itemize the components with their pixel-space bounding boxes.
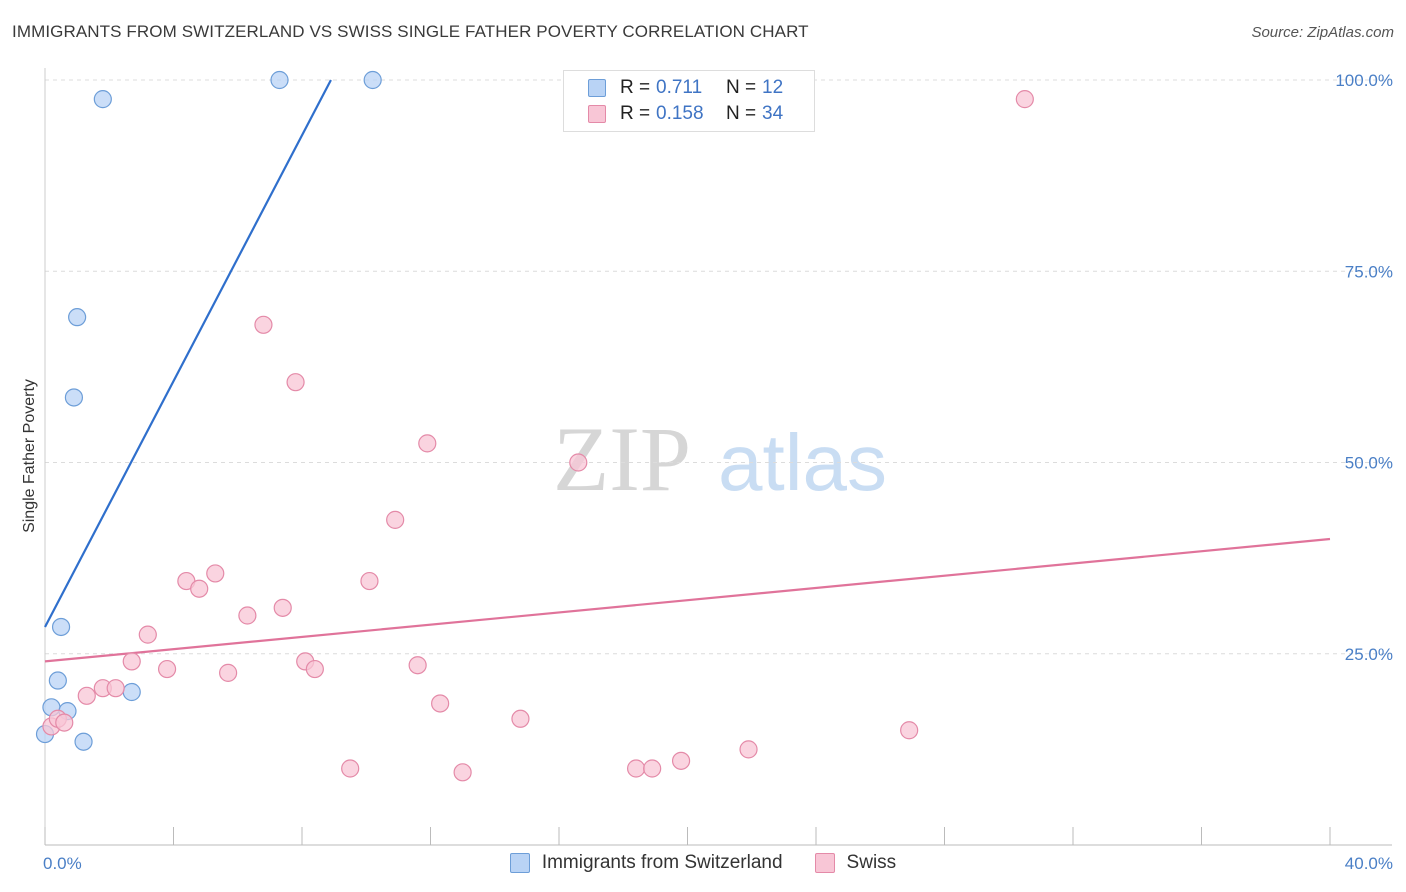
point-s1-26: [511, 709, 530, 728]
r-label: R =: [620, 103, 651, 124]
data-points: [35, 70, 1034, 782]
y-tick-label-3: 100.0%: [1335, 71, 1393, 90]
point-s1-22: [408, 656, 427, 675]
point-s1-21: [386, 510, 405, 529]
legend-swatch-immigrants: [509, 853, 530, 873]
legend-swatch-swiss: [814, 853, 835, 873]
point-s1-6: [122, 652, 141, 671]
point-s1-33: [1015, 90, 1034, 109]
trendline-s1: [44, 537, 1331, 663]
point-s1-24: [431, 694, 450, 713]
point-s0-9: [122, 682, 141, 702]
point-s1-13: [238, 606, 257, 625]
point-s1-14: [254, 315, 273, 334]
r-label: R =: [620, 77, 651, 98]
point-s1-25: [453, 763, 472, 782]
point-s0-6: [68, 308, 87, 327]
swatch-swiss: [588, 105, 606, 123]
point-s1-16: [286, 373, 305, 392]
point-s1-2: [55, 713, 74, 732]
swatch-immigrants: [588, 79, 606, 97]
series-legend: Immigrants from Switzerland Swiss: [0, 852, 1406, 874]
point-s1-31: [739, 740, 758, 759]
point-s0-5: [64, 388, 84, 407]
point-s1-11: [206, 564, 225, 583]
source-label: Source: ZipAtlas.com: [1251, 24, 1394, 41]
point-s1-28: [626, 759, 646, 778]
point-s1-20: [360, 571, 379, 591]
watermark: ZIP atlas: [553, 408, 887, 510]
point-s1-18: [305, 659, 324, 679]
point-s1-5: [106, 679, 125, 698]
n-value: 12: [762, 77, 784, 98]
point-s1-8: [157, 659, 177, 679]
legend-label-swiss: Swiss: [846, 852, 897, 873]
legend-item-swiss[interactable]: Swiss: [814, 852, 897, 874]
n-label: N =: [726, 103, 757, 124]
y-tick-label-1: 50.0%: [1345, 454, 1393, 473]
legend-item-immigrants[interactable]: Immigrants from Switzerland: [509, 852, 783, 874]
point-s0-7: [74, 732, 93, 751]
n-label: N =: [726, 77, 757, 98]
trendline-s0: [44, 79, 332, 628]
point-s0-10: [270, 70, 289, 90]
point-s1-27: [569, 453, 588, 472]
trendlines: [44, 79, 1331, 663]
y-tick-label-2: 75.0%: [1345, 262, 1393, 281]
x-tick-label-0: 0.0%: [43, 854, 82, 873]
point-s1-10: [190, 579, 209, 598]
chart-title: IMMIGRANTS FROM SWITZERLAND VS SWISS SIN…: [12, 22, 809, 41]
point-s1-30: [671, 751, 691, 770]
x-tick-label-1: 40.0%: [1345, 854, 1393, 873]
point-s0-3: [51, 617, 71, 637]
r-value: 0.711: [656, 77, 703, 98]
tick-labels: 25.0% 50.0% 75.0% 100.0% 0.0% 40.0%: [43, 71, 1393, 873]
legend-label-immigrants: Immigrants from Switzerland: [541, 852, 783, 873]
point-s1-19: [341, 759, 360, 778]
point-s0-2: [48, 671, 67, 690]
point-s0-8: [93, 90, 112, 109]
point-s1-32: [900, 721, 919, 740]
point-s1-3: [77, 686, 96, 705]
stats-legend-row-swiss: R = 0.158 N = 34: [588, 102, 783, 126]
stats-legend: R = 0.711 N = 12 R = 0.158 N = 34: [563, 70, 815, 132]
point-s1-12: [219, 663, 238, 682]
point-s1-29: [643, 759, 662, 778]
y-tick-label-0: 25.0%: [1345, 645, 1393, 664]
stats-legend-row-immigrants: R = 0.711 N = 12: [588, 76, 783, 100]
point-s1-15: [273, 598, 292, 617]
point-s0-11: [363, 70, 382, 90]
n-value: 34: [762, 103, 784, 124]
axes: [44, 68, 1392, 846]
point-s1-23: [418, 434, 437, 453]
r-value: 0.158: [656, 103, 704, 124]
point-s1-7: [138, 625, 157, 644]
y-axis-title: Single Father Poverty: [21, 379, 38, 533]
watermark-atlas: atlas: [718, 418, 887, 507]
gridlines: [45, 79, 1392, 655]
